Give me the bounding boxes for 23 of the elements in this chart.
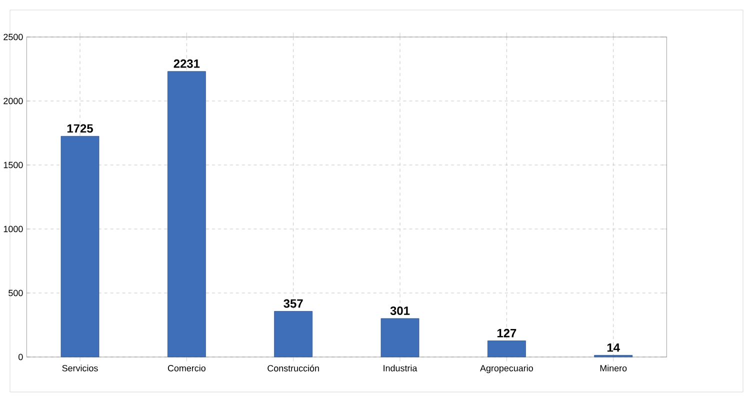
- y-tick-label: 2000: [4, 98, 23, 104]
- data-label: 2231: [174, 59, 200, 68]
- bar: [167, 71, 206, 358]
- data-label: 1725: [67, 124, 93, 133]
- data-label: 127: [497, 328, 516, 338]
- bar: [380, 318, 420, 358]
- x-tick-label: Industria: [384, 364, 418, 372]
- x-tick-label: Agropecuario: [480, 364, 533, 374]
- x-tick-label: Construcción: [268, 364, 319, 372]
- y-tick-label: 2500: [4, 34, 23, 40]
- y-tick-label: 1000: [4, 226, 23, 232]
- data-label: 301: [390, 306, 410, 315]
- y-tick-label: 1500: [4, 162, 23, 168]
- x-tick-label: Comercio: [168, 364, 206, 372]
- data-label: 357: [284, 299, 303, 308]
- x-tick-label: Minero: [600, 364, 627, 372]
- y-tick-label: 0: [18, 354, 23, 360]
- bar: [274, 311, 313, 358]
- data-label: 14: [607, 343, 620, 352]
- y-tick-label: 500: [8, 290, 23, 296]
- bar: [60, 136, 100, 358]
- bar: [487, 340, 526, 358]
- x-tick-label: Servicios: [62, 364, 98, 372]
